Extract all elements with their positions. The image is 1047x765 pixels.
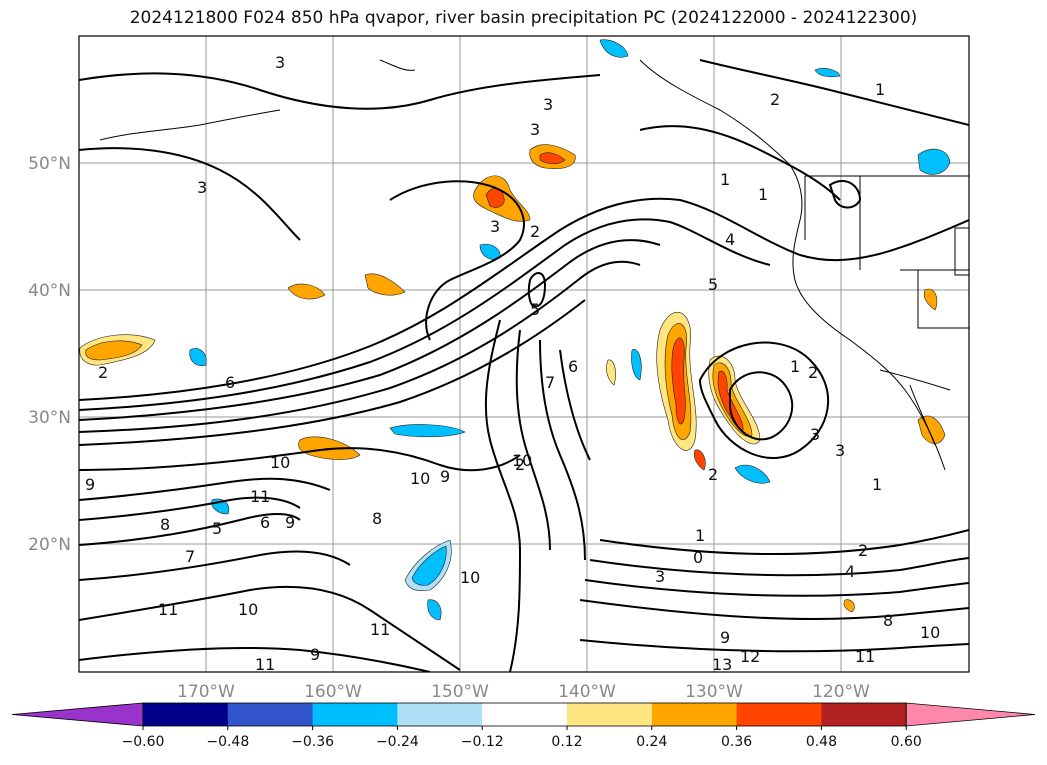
colorbar-segment [567, 703, 653, 726]
contour-label: 2 [808, 363, 818, 382]
colorbar-tick-label: 0.24 [636, 734, 667, 750]
contour-label: 9 [310, 645, 320, 664]
graticule [79, 36, 969, 672]
contour-label: 8 [372, 509, 382, 528]
colorbar-tick-label: −0.48 [206, 734, 249, 750]
contours [79, 59, 969, 672]
map-panel [79, 36, 969, 672]
contour-label: 2 [858, 541, 868, 560]
map-border [78, 35, 970, 673]
contour-label: 0 [693, 548, 703, 567]
colorbar-segment [736, 703, 822, 726]
contour-label: 9 [85, 475, 95, 494]
longitude-axis: 170°W 160°W 150°W 140°W 130°W 120°W [177, 682, 870, 702]
contour-label: 10 [410, 469, 430, 488]
contour-label: 1 [875, 80, 885, 99]
colorbar-tick-label: −0.24 [376, 734, 419, 750]
contour-label: 3 [490, 217, 500, 236]
contour-label: 3 [530, 120, 540, 139]
lat-label-40n: 40°N [28, 281, 71, 301]
contour-label: 3 [835, 441, 845, 460]
contour-label: 7 [545, 373, 555, 392]
contour-label: 4 [845, 562, 855, 581]
contour-label: 11 [255, 655, 275, 674]
contour-label: 1 [872, 475, 882, 494]
colorbar-tick-label: −0.60 [122, 734, 165, 750]
lat-label-20n: 20°N [28, 535, 71, 555]
coastlines [99, 59, 969, 471]
contour-label: 9 [720, 628, 730, 647]
contour-label: 3 [655, 567, 665, 586]
contour-label: 3 [543, 95, 553, 114]
lon-label-130w: 130°W [685, 682, 743, 702]
contour-label: 11 [370, 620, 390, 639]
contour-label: 6 [260, 513, 270, 532]
contour-label: 10 [238, 600, 258, 619]
contour-label: 11 [250, 487, 270, 506]
contour-label: 5 [212, 519, 222, 538]
contour-label: 2 [708, 465, 718, 484]
lon-label-170w: 170°W [177, 682, 235, 702]
lon-label-150w: 150°W [431, 682, 489, 702]
lon-label-120w: 120°W [812, 682, 870, 702]
contour-label: 11 [158, 600, 178, 619]
colorbar-tick-label: 0.12 [551, 734, 582, 750]
colorbar: −0.60 −0.48 −0.36 −0.24 −0.12 0.12 0.24 0.36 0.4… [11, 702, 1036, 750]
colorbar-frame [142, 702, 907, 727]
contour-label: 4 [725, 230, 735, 249]
colorbar-tick-label: 0.48 [806, 734, 837, 750]
contour-label: 8 [160, 515, 170, 534]
colorbar-tick-label: 0.60 [891, 734, 922, 750]
colorbar-tick-label: −0.12 [461, 734, 504, 750]
colorbar-segment [821, 703, 907, 726]
contour-label: 7 [185, 547, 195, 566]
contour-label: 2 [770, 90, 780, 109]
contour-label: 9 [440, 467, 450, 486]
contour-label: 5 [530, 300, 540, 319]
contour-label: 10 [920, 623, 940, 642]
colorbar-extend-high [905, 702, 1036, 727]
contour-label: 3 [197, 178, 207, 197]
contour-label: 3 [275, 53, 285, 72]
lon-label-160w: 160°W [304, 682, 362, 702]
map-title: 2024121800 F024 850 hPa qvapor, river ba… [129, 8, 918, 28]
colorbar-tick-label: 0.36 [721, 734, 752, 750]
colorbar-segment [143, 703, 229, 726]
contour-label: 6 [225, 373, 235, 392]
precip-shading [79, 39, 951, 621]
lat-label-30n: 30°N [28, 408, 71, 428]
colorbar-segment [651, 703, 738, 726]
contour-label: 1 [695, 526, 705, 545]
contour-label: 3 [810, 425, 820, 444]
contour-label: 2 [515, 455, 525, 474]
contour-label: 1 [758, 185, 768, 204]
contour-label: 11 [855, 647, 875, 666]
contour-label: 1 [790, 357, 800, 376]
contour-label: 2 [530, 222, 540, 241]
colorbar-segment [397, 703, 483, 726]
contour-label: 13 [712, 655, 732, 674]
contour-label: 2 [98, 363, 108, 382]
contour-label: 1 [720, 170, 730, 189]
lat-label-50n: 50°N [28, 154, 71, 174]
contour-label: 12 [740, 647, 760, 666]
contour-label: 9 [285, 513, 295, 532]
lon-label-140w: 140°W [558, 682, 616, 702]
contour-label: 10 [512, 451, 532, 470]
colorbar-segment [227, 703, 314, 726]
contour-label: 10 [460, 568, 480, 587]
colorbar-segment [482, 703, 568, 726]
contour-label: 6 [568, 357, 578, 376]
contour-label: 8 [883, 611, 893, 630]
contour-label: 5 [708, 275, 718, 294]
colorbar-tick-label: −0.36 [291, 734, 334, 750]
colorbar-extend-low [11, 702, 144, 727]
colorbar-segment [312, 703, 398, 726]
contour-label: 10 [270, 453, 290, 472]
latitude-axis: 50°N 40°N 30°N 20°N [28, 154, 71, 555]
contour-labels: 3 3 3 3 2 1 1 1 2 3 2 5 4 5 6 6 7 1 2 3 … [85, 53, 940, 674]
